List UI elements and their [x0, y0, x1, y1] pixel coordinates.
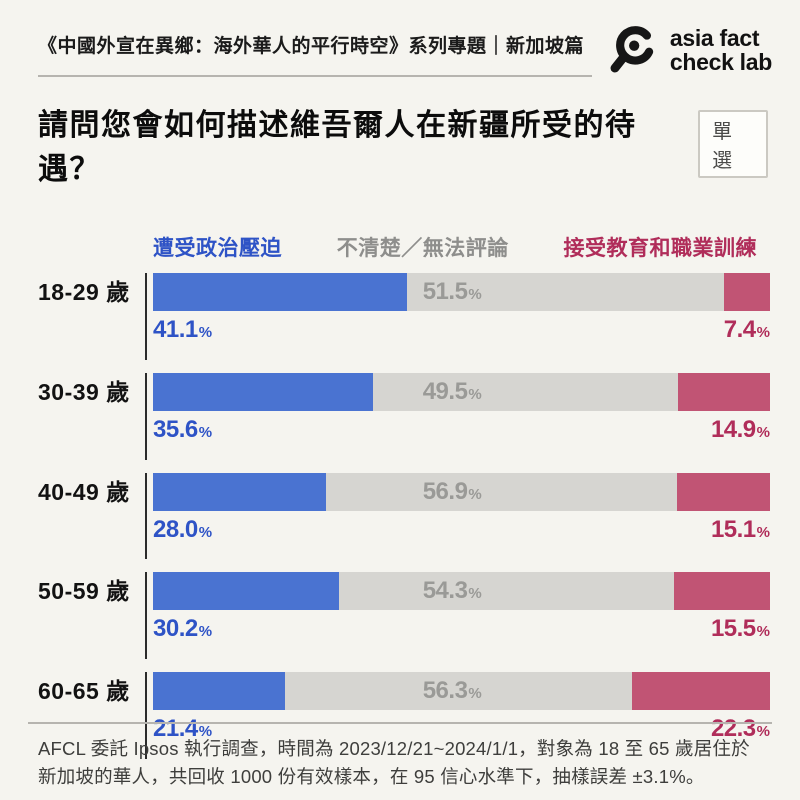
education-training-value-label: 14.9% — [710, 415, 770, 443]
bar-segment-unclear — [325, 472, 677, 511]
stacked-bar: 49.5% — [153, 372, 770, 411]
header-left: 《中國外宣在異鄉：海外華人的平行時空》系列專題｜新加坡篇 — [38, 28, 592, 77]
footer-divider — [28, 722, 772, 724]
footer: AFCL 委託 Ipsos 執行調查，時間為 2023/12/21~2024/1… — [28, 722, 772, 791]
bar-segment-political-oppression — [153, 672, 286, 711]
education-training-value-label: 15.1% — [710, 515, 770, 543]
bar-segment-education-training — [678, 372, 770, 411]
chart-row: 40-49 歲 56.9% 28.0% 15.1% — [38, 472, 770, 560]
bar-segment-education-training — [676, 472, 770, 511]
age-label: 60-65 歲 — [38, 678, 130, 705]
unclear-value-label: 51.5% — [422, 278, 482, 305]
value-labels: 30.2% 15.5% — [153, 610, 770, 644]
question-title: 請問您會如何描述維吾爾人在新疆所受的待遇？ — [38, 109, 637, 186]
unclear-value-label: 49.5% — [422, 377, 482, 405]
single-choice-badge: 單選 — [698, 110, 768, 178]
legend-unclear: 不清楚／無法評論 — [336, 237, 509, 260]
chart-rows: 18-29 歲 51.5% 41.1% 7.4% 30-39 歲 49.5% — [38, 273, 770, 759]
age-label: 30-39 歲 — [38, 378, 130, 405]
stacked-bar: 56.3% — [153, 672, 770, 711]
header-divider — [38, 75, 592, 77]
political-oppression-value-label: 30.2% — [153, 615, 213, 643]
bar-segment-political-oppression — [153, 572, 340, 611]
political-oppression-value-label: 35.6% — [153, 415, 213, 443]
magnifier-icon — [605, 22, 661, 78]
logo-line-1: asia fact — [669, 24, 760, 51]
education-training-value-label: 15.5% — [710, 615, 770, 643]
bar-plot: 56.9% 28.0% 15.1% — [145, 472, 770, 560]
age-label: 50-59 歲 — [38, 578, 130, 605]
chart-row: 30-39 歲 49.5% 35.6% 14.9% — [38, 372, 770, 460]
bar-segment-unclear — [339, 572, 675, 611]
unclear-value-label: 56.9% — [422, 477, 482, 505]
political-oppression-value-label: 28.0% — [153, 515, 213, 543]
chart-legend: 遭受政治壓迫 不清楚／無法評論 接受教育和職業訓練 — [153, 232, 757, 262]
bar-segment-political-oppression — [153, 273, 407, 311]
bar-segment-education-training — [632, 672, 770, 711]
chart-row: 18-29 歲 51.5% 41.1% 7.4% — [38, 273, 770, 360]
bar-segment-unclear — [406, 273, 725, 311]
question-row: 請問您會如何描述維吾爾人在新疆所受的待遇？ 單選 — [38, 100, 770, 188]
political-oppression-value-label: 41.1% — [153, 316, 213, 343]
bar-plot: 56.3% 21.4% 22.3% — [145, 672, 770, 759]
value-labels: 21.4% 22.3% — [153, 710, 770, 744]
political-oppression-value-label: 21.4% — [153, 715, 213, 743]
chart-row: 50-59 歲 54.3% 30.2% 15.5% — [38, 572, 770, 660]
education-training-value-label: 7.4% — [723, 316, 770, 343]
bar-segment-unclear — [372, 372, 679, 411]
legend-political-oppression: 遭受政治壓迫 — [153, 237, 282, 260]
afcl-logo: asia fact check lab — [605, 22, 772, 78]
bar-segment-unclear — [285, 672, 633, 711]
bar-segment-education-training — [674, 572, 770, 611]
logo-wordmark: asia fact check lab — [669, 24, 772, 75]
bar-segment-political-oppression — [153, 372, 373, 411]
value-labels: 28.0% 15.1% — [153, 511, 770, 545]
series-title: 《中國外宣在異鄉：海外華人的平行時空》系列專題｜新加坡篇 — [38, 36, 585, 57]
value-labels: 41.1% 7.4% — [153, 311, 770, 345]
bar-plot: 54.3% 30.2% 15.5% — [145, 572, 770, 660]
chart-row: 60-65 歲 56.3% 21.4% 22.3% — [38, 672, 770, 759]
logo-line-2: check lab — [669, 49, 772, 75]
bar-segment-political-oppression — [153, 472, 326, 511]
stacked-bar-chart: 遭受政治壓迫 不清楚／無法評論 接受教育和職業訓練 18-29 歲 51.5% … — [38, 232, 770, 759]
bar-plot: 51.5% 41.1% 7.4% — [145, 273, 770, 360]
methodology-note: AFCL 委託 Ipsos 執行調查，時間為 2023/12/21~2024/1… — [38, 738, 750, 787]
stacked-bar: 56.9% — [153, 472, 770, 511]
unclear-value-label: 56.3% — [422, 677, 482, 705]
header: 《中國外宣在異鄉：海外華人的平行時空》系列專題｜新加坡篇 asia fact c… — [38, 25, 772, 78]
age-label: 40-49 歲 — [38, 478, 130, 505]
age-label: 18-29 歲 — [38, 279, 130, 305]
legend-education-training: 接受教育和職業訓練 — [563, 237, 757, 260]
unclear-value-label: 54.3% — [422, 577, 482, 605]
education-training-value-label: 22.3% — [710, 715, 770, 743]
bar-segment-education-training — [724, 273, 770, 311]
bar-plot: 49.5% 35.6% 14.9% — [145, 372, 770, 460]
stacked-bar: 54.3% — [153, 572, 770, 611]
stacked-bar: 51.5% — [153, 273, 770, 311]
value-labels: 35.6% 14.9% — [153, 411, 770, 445]
